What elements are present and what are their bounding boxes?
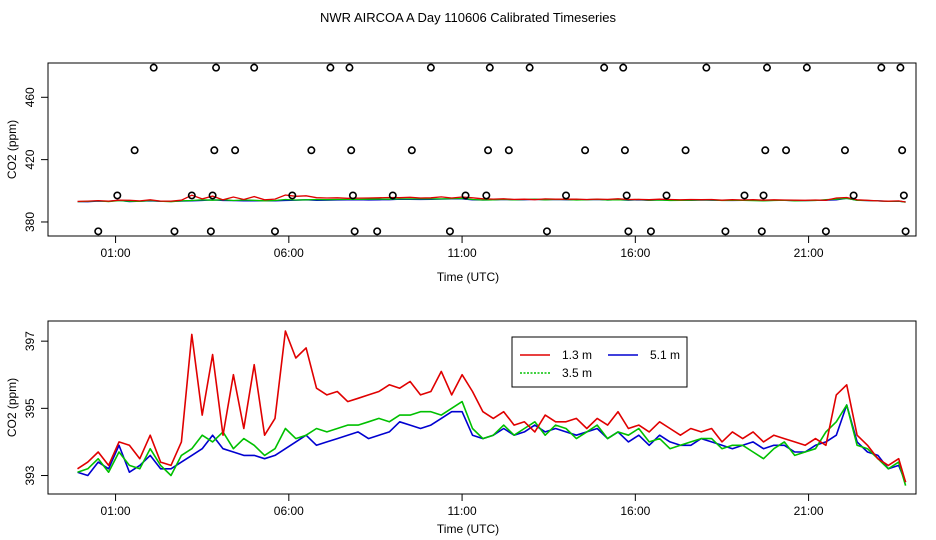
figure-title: NWR AIRCOA A Day 110606 Calibrated Times… bbox=[320, 10, 616, 25]
outlier-point bbox=[702, 63, 711, 72]
outlier-point bbox=[898, 146, 907, 155]
outlier-point bbox=[782, 146, 791, 155]
outlier-point bbox=[896, 63, 905, 72]
outlier-point bbox=[388, 191, 397, 200]
outlier-point bbox=[646, 227, 655, 236]
y-axis-label: CO2 (ppm) bbox=[5, 120, 19, 179]
outlier-point bbox=[485, 63, 494, 72]
outlier-point bbox=[348, 191, 357, 200]
outlier-point bbox=[662, 191, 671, 200]
outlier-point bbox=[482, 191, 491, 200]
outlier-point bbox=[763, 63, 772, 72]
outlier-point bbox=[210, 146, 219, 155]
legend-box bbox=[511, 336, 688, 388]
outlier-point bbox=[620, 146, 629, 155]
outlier-point bbox=[542, 227, 551, 236]
outlier-point bbox=[802, 63, 811, 72]
outlier-point bbox=[740, 191, 749, 200]
outlier-point bbox=[373, 227, 382, 236]
outlier-point bbox=[619, 63, 628, 72]
outlier-point bbox=[484, 146, 493, 155]
series-line-13m bbox=[77, 330, 907, 483]
outlier-point bbox=[407, 146, 416, 155]
y-tick-label: 460 bbox=[23, 87, 37, 107]
y-axis-label: CO2 (ppm) bbox=[5, 378, 19, 437]
x-tick-label: 21:00 bbox=[794, 246, 824, 260]
outlier-point bbox=[504, 146, 513, 155]
outlier-point bbox=[901, 227, 910, 236]
y-tick-label: 397 bbox=[23, 331, 37, 351]
outlier-point bbox=[461, 191, 470, 200]
outlier-point bbox=[208, 191, 217, 200]
outlier-point bbox=[170, 227, 179, 236]
x-tick-label: 06:00 bbox=[274, 504, 304, 518]
outlier-point bbox=[759, 191, 768, 200]
top-series-line bbox=[77, 197, 906, 203]
legend-label: 5.1 m bbox=[650, 348, 680, 362]
x-tick-label: 11:00 bbox=[448, 504, 477, 518]
top-panel: 01:00 06:00 11:00 16:00 21:00 380 420 460 Time (… bbox=[5, 62, 917, 284]
outlier-point bbox=[347, 146, 356, 155]
outlier-point bbox=[600, 63, 609, 72]
outlier-point bbox=[231, 146, 240, 155]
x-tick-label: 06:00 bbox=[274, 246, 304, 260]
outlier-point bbox=[721, 227, 730, 236]
outlier-point bbox=[350, 227, 359, 236]
outlier-point bbox=[622, 191, 631, 200]
y-tick-label: 380 bbox=[23, 212, 37, 232]
x-tick-label: 16:00 bbox=[620, 246, 650, 260]
x-tick-label: 21:00 bbox=[794, 504, 824, 518]
plot-frame bbox=[47, 320, 917, 495]
outlier-point bbox=[840, 146, 849, 155]
outlier-point bbox=[761, 146, 770, 155]
outlier-point bbox=[757, 227, 766, 236]
outlier-point bbox=[877, 63, 886, 72]
legend: 1.3 m 3.5 m 5.1 m bbox=[511, 336, 688, 388]
outlier-point bbox=[307, 146, 316, 155]
outlier-point bbox=[849, 191, 858, 200]
outlier-point bbox=[445, 227, 454, 236]
y-tick-label: 393 bbox=[23, 465, 37, 485]
outlier-point bbox=[250, 63, 259, 72]
outlier-point bbox=[113, 191, 122, 200]
y-tick-label: 420 bbox=[23, 149, 37, 169]
x-axis-label: Time (UTC) bbox=[437, 270, 499, 284]
bottom-panel: 01:00 06:00 11:00 16:00 21:00 393 395 397 Time (… bbox=[5, 320, 917, 536]
plot-frame bbox=[47, 62, 917, 237]
outlier-point bbox=[149, 63, 158, 72]
outlier-point bbox=[624, 227, 633, 236]
outlier-point bbox=[326, 63, 335, 72]
outlier-point bbox=[426, 63, 435, 72]
outlier-point bbox=[562, 191, 571, 200]
x-tick-label: 16:00 bbox=[620, 504, 650, 518]
outlier-point bbox=[206, 227, 215, 236]
x-tick-label: 01:00 bbox=[101, 504, 131, 518]
outlier-point bbox=[821, 227, 830, 236]
legend-label: 1.3 m bbox=[562, 348, 592, 362]
outlier-point bbox=[681, 146, 690, 155]
outlier-point bbox=[130, 146, 139, 155]
outlier-point bbox=[899, 191, 908, 200]
outlier-point bbox=[270, 227, 279, 236]
x-tick-label: 11:00 bbox=[448, 246, 477, 260]
outlier-point bbox=[525, 63, 534, 72]
x-tick-label: 01:00 bbox=[101, 246, 131, 260]
x-axis-label: Time (UTC) bbox=[437, 522, 499, 536]
outlier-point bbox=[212, 63, 221, 72]
outlier-point bbox=[187, 191, 196, 200]
outlier-point bbox=[581, 146, 590, 155]
outlier-point bbox=[345, 63, 354, 72]
outlier-point bbox=[94, 227, 103, 236]
legend-label: 3.5 m bbox=[562, 366, 592, 380]
series-line-35m bbox=[77, 400, 907, 486]
outlier-point bbox=[288, 191, 297, 200]
y-tick-label: 395 bbox=[23, 398, 37, 418]
